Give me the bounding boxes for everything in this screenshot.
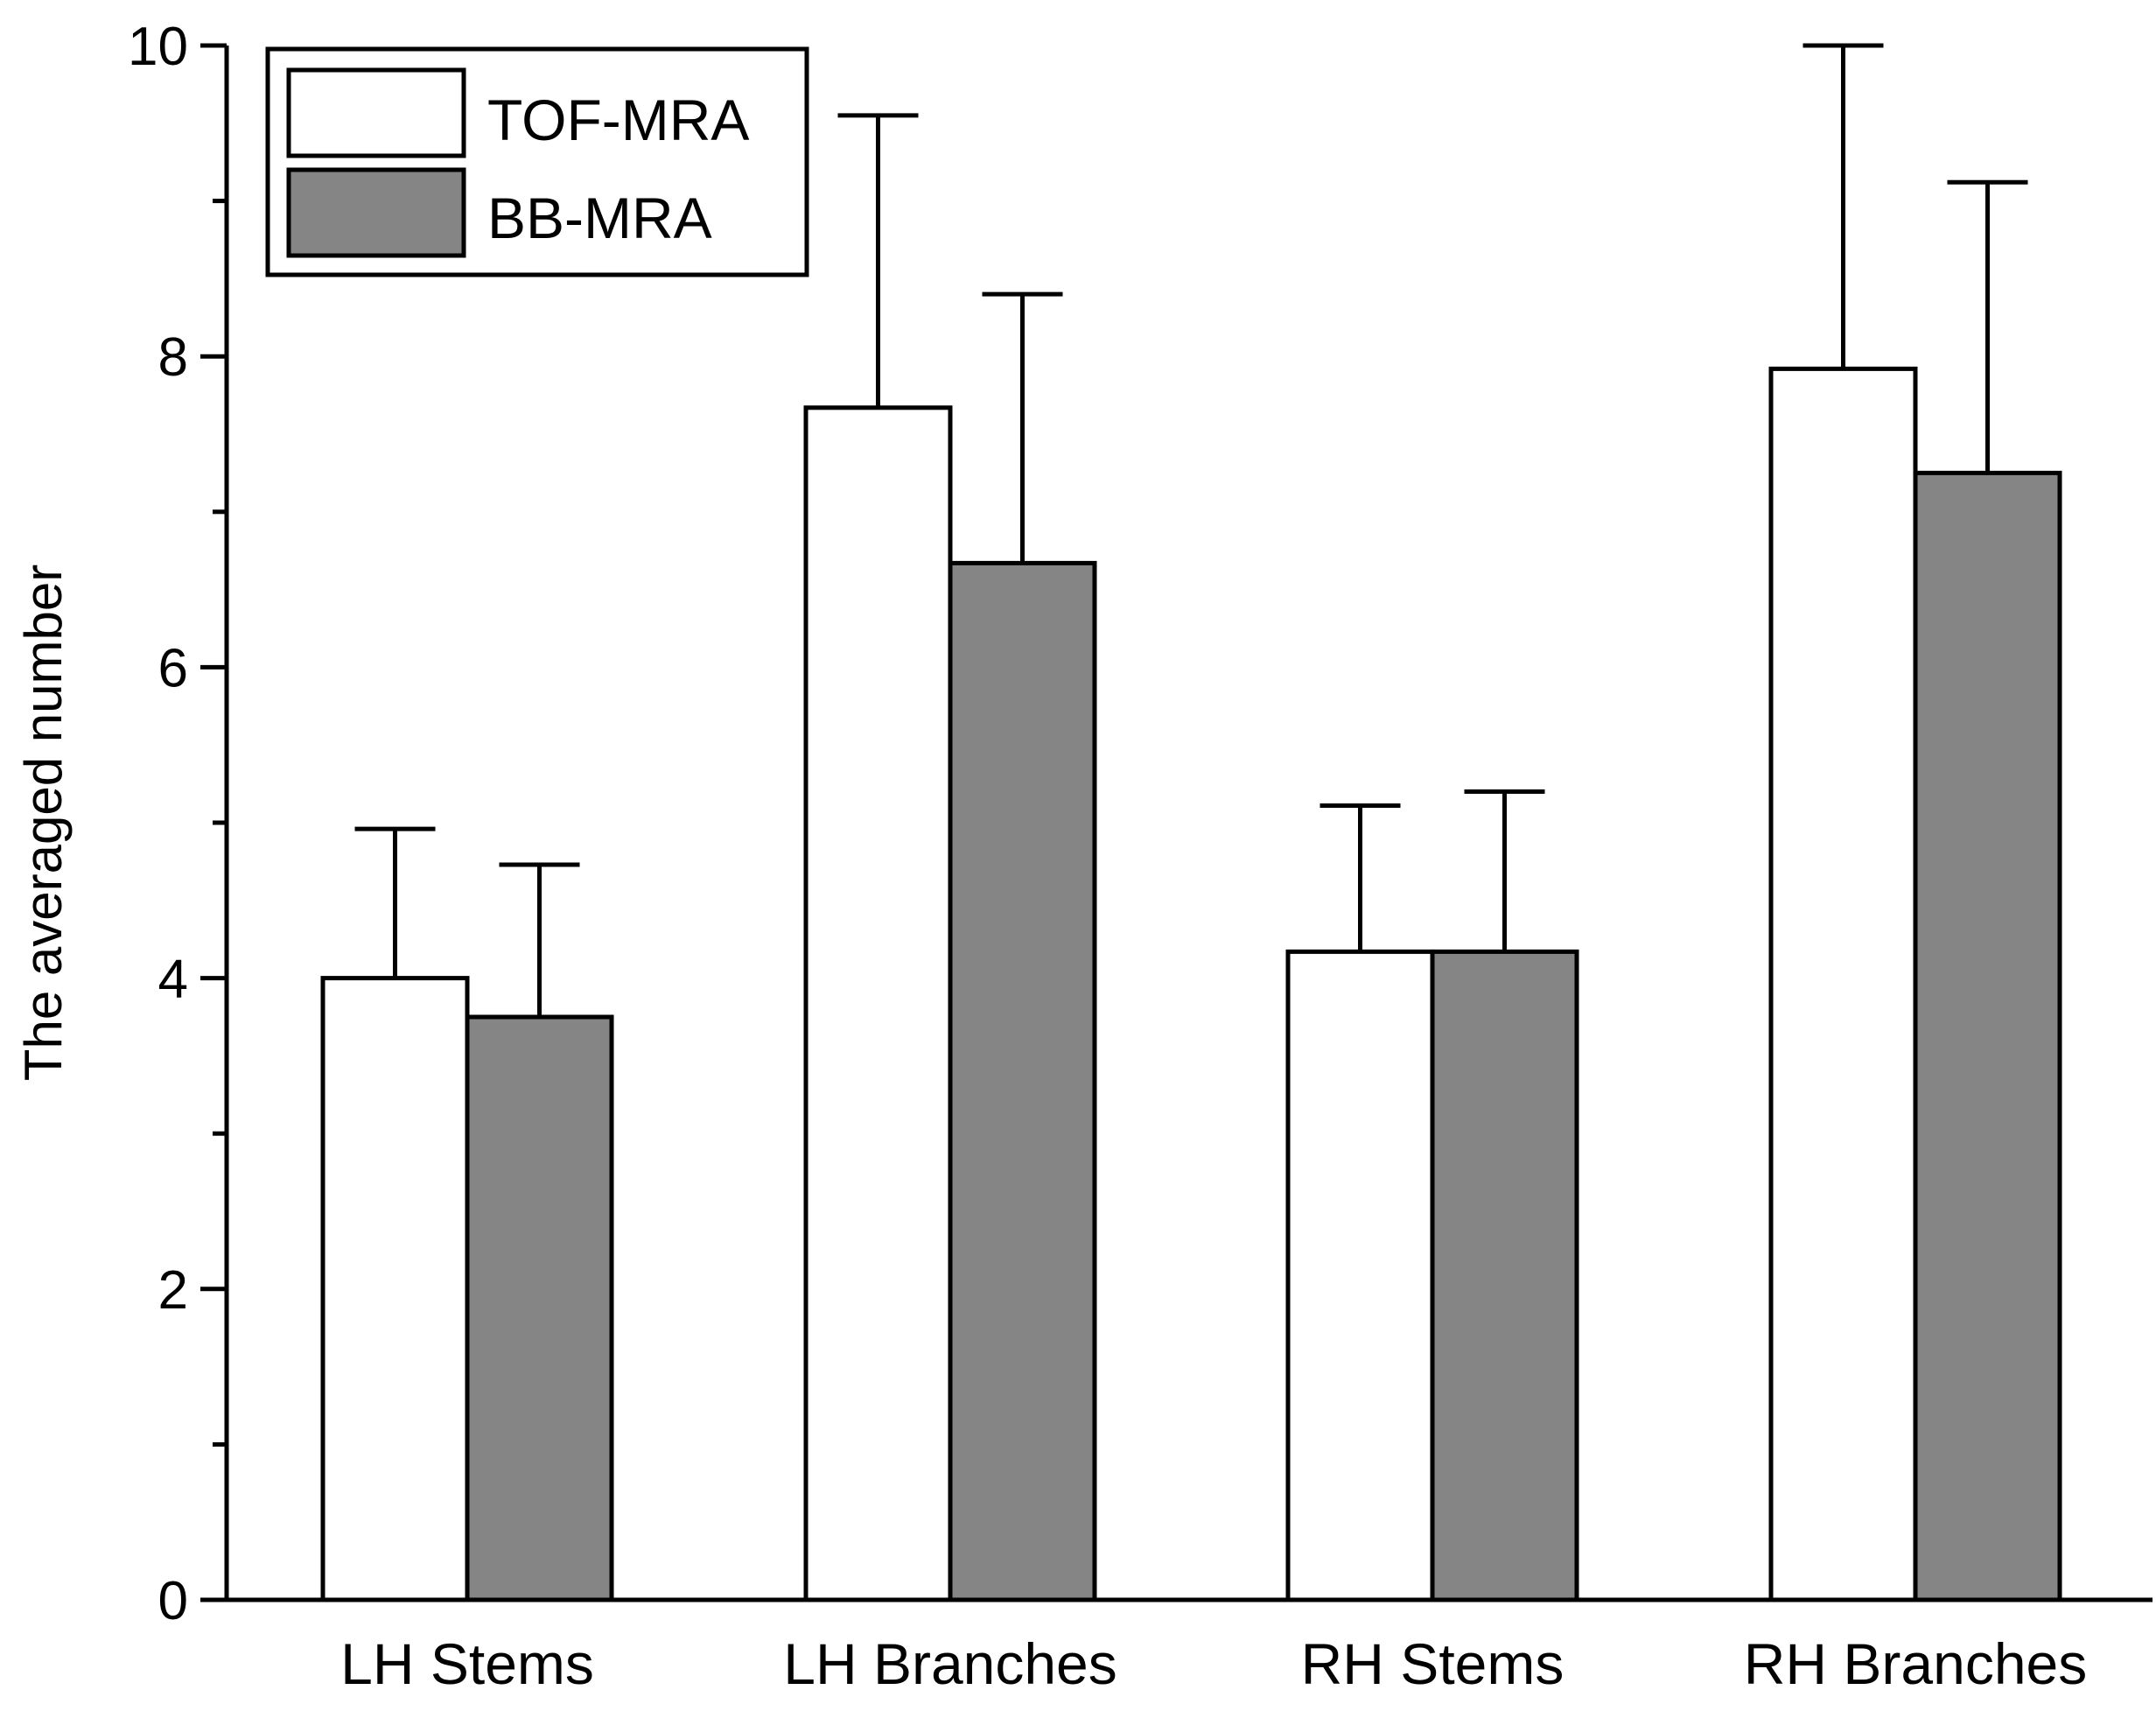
x-tick-labels-layer: LH Stems LH Branches RH Stems RH Branches: [340, 1631, 2087, 1696]
bar-bb-mra: [1913, 470, 2062, 1602]
bar-bb-mra: [465, 1014, 614, 1602]
y-tick-label: 2: [158, 1260, 188, 1321]
legend-swatch-tof-mra: [286, 67, 466, 158]
bar-tof-mra: [803, 405, 953, 1602]
bar-tof-mra: [1285, 949, 1435, 1602]
y-ticks-layer: 0 2 4 6 8 10: [128, 17, 227, 1631]
y-tick-label: 4: [158, 950, 188, 1010]
legend-label-bb-mra: BB-MRA: [487, 186, 712, 250]
bar-bb-mra: [1430, 949, 1579, 1602]
y-axis-label: The averaged number: [14, 564, 73, 1081]
error-bars-layer: [354, 43, 2028, 1017]
y-tick-label: 10: [128, 17, 188, 77]
y-tick-label: 6: [158, 638, 188, 698]
legend-label-tof-mra: TOF-MRA: [487, 88, 749, 152]
x-tick-label: RH Branches: [1744, 1631, 2088, 1696]
x-tick-label: LH Branches: [783, 1631, 1117, 1696]
legend-swatch-bb-mra: [286, 167, 466, 258]
bars-layer: [320, 366, 2062, 1602]
legend: TOF-MRA BB-MRA: [265, 46, 809, 277]
y-tick-label: 8: [158, 327, 188, 388]
x-tick-label: LH Stems: [340, 1631, 594, 1696]
bar-tof-mra: [320, 976, 470, 1602]
bar-bb-mra: [948, 560, 1097, 1602]
x-tick-label: RH Stems: [1301, 1631, 1564, 1696]
y-tick-label: 0: [158, 1571, 188, 1631]
bar-tof-mra: [1768, 366, 1918, 1602]
